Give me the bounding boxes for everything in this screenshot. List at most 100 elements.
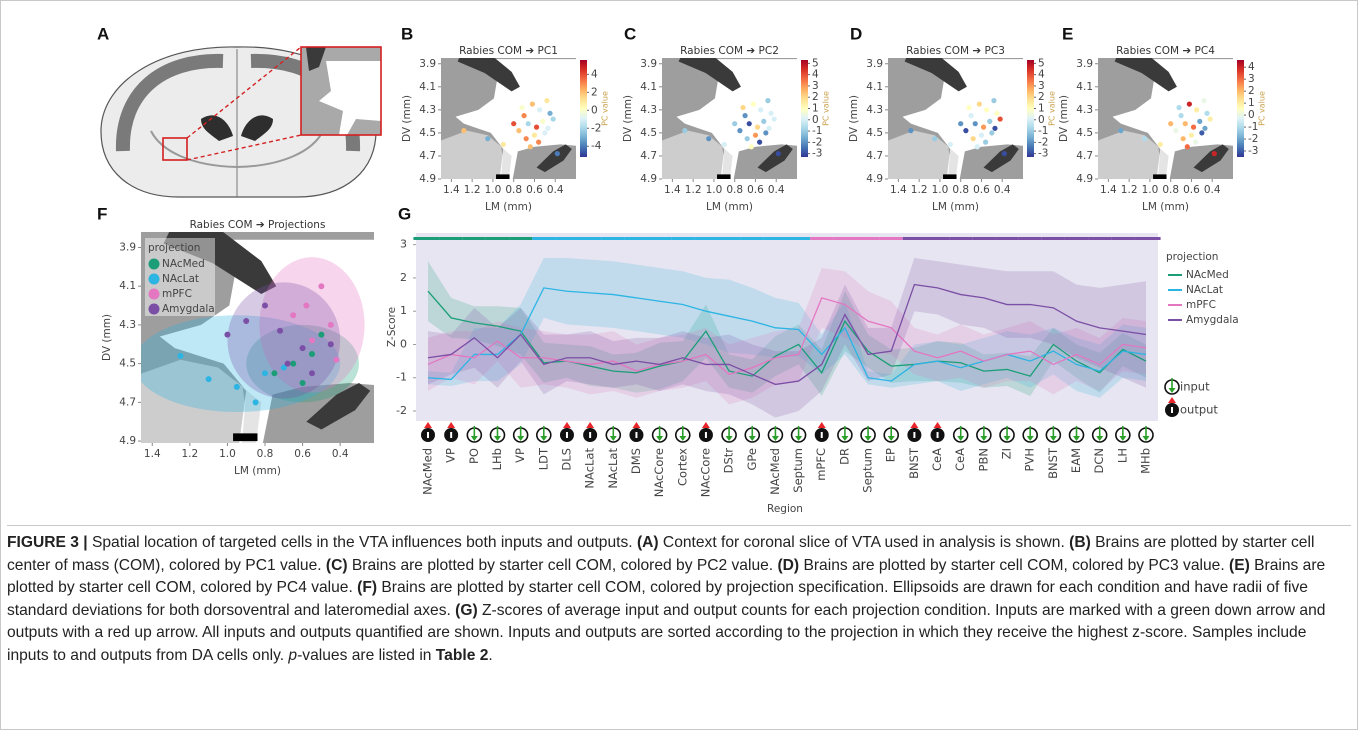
y-tick-label: 4.5	[1076, 127, 1093, 139]
input-marker	[517, 436, 525, 441]
point	[750, 101, 756, 107]
tissue-region	[888, 130, 953, 179]
point	[536, 139, 542, 145]
x-tick-label: VP	[444, 448, 458, 463]
point	[974, 144, 980, 150]
tissue-region	[233, 379, 262, 443]
point	[205, 376, 212, 383]
x-tick-label: LH	[1115, 448, 1129, 463]
point	[243, 318, 250, 325]
colorbar-tick-label: 3	[812, 80, 819, 92]
y-axis-label: DV (mm)	[622, 95, 634, 142]
caption-text: (E)	[1229, 556, 1250, 574]
caption-text: (F)	[357, 579, 378, 597]
x-tick-label: PBN	[976, 448, 990, 471]
panel-label: B	[401, 24, 413, 43]
figure: A B C D E F G Rabies COM ➔ PC1 LM (mm) DV …	[97, 24, 1267, 515]
panel-label: E	[1062, 24, 1073, 43]
point	[531, 132, 538, 138]
legend-swatch	[148, 303, 160, 315]
point	[976, 101, 982, 107]
tissue-region	[678, 58, 741, 92]
group-bar	[555, 237, 579, 240]
point	[262, 370, 269, 377]
y-tick-label: 4.1	[419, 81, 436, 93]
panel-label: A	[97, 24, 109, 43]
group-bar	[694, 237, 718, 240]
legend-swatch	[148, 288, 160, 300]
x-tick-label: CeA	[930, 448, 944, 471]
y-tick-label: 3.9	[640, 58, 657, 70]
group-bar	[879, 237, 903, 240]
point	[992, 125, 998, 131]
plot-area	[662, 58, 797, 179]
caption-text: Brains are plotted by starter cell cente…	[7, 534, 1315, 574]
output-marker	[910, 422, 919, 428]
point	[768, 110, 774, 116]
output-marker	[589, 432, 592, 438]
output-marker	[586, 422, 595, 428]
x-tick-label: 1.4	[664, 184, 681, 196]
x-tick-label: EP	[884, 448, 898, 462]
y-tick-label: 4.7	[419, 150, 436, 162]
point	[991, 98, 997, 104]
point	[327, 321, 334, 328]
caption-text: Z-scores of average input and output cou…	[7, 601, 1326, 664]
colorbar-tick-label: 1	[1038, 103, 1045, 115]
y-axis-label: DV (mm)	[101, 314, 113, 361]
colorbar	[580, 60, 587, 157]
tissue-region	[1114, 58, 1177, 92]
input-marker	[493, 436, 501, 441]
point	[545, 125, 551, 131]
point	[978, 132, 985, 138]
point	[763, 130, 769, 136]
legend-label: mPFC	[1186, 299, 1216, 311]
group-bar	[439, 237, 463, 240]
colorbar-tick-label: 2	[812, 91, 819, 103]
y-tick-label: 4.7	[866, 150, 883, 162]
colorbar-tick-label: -4	[591, 140, 602, 152]
y-tick-label: 3.9	[866, 58, 883, 70]
chart-title: Rabies COM ➔ PC2	[680, 45, 779, 57]
point	[1204, 110, 1210, 116]
point	[529, 101, 535, 107]
input-marker	[841, 436, 849, 441]
colorbar-tick-label: -2	[1038, 136, 1048, 148]
x-tick-label: LHb	[490, 448, 504, 470]
x-tick-label: 0.8	[1162, 184, 1179, 196]
point	[1199, 130, 1205, 136]
point	[761, 118, 767, 124]
point	[177, 352, 184, 359]
legend-label: NAcMed	[162, 258, 205, 270]
tissue-region	[1098, 130, 1163, 179]
group-bar	[787, 237, 811, 240]
y-tick-label: 4.9	[119, 435, 136, 447]
colorbar-tick-label: -1	[1038, 125, 1048, 137]
tissue-region	[902, 59, 1023, 179]
x-tick-label: 1.4	[1100, 184, 1117, 196]
x-axis-label: LM (mm)	[485, 201, 532, 213]
y-tick-label: 4.1	[119, 280, 136, 292]
point	[554, 151, 560, 157]
point	[308, 337, 315, 344]
x-tick-label: PVH	[1023, 448, 1037, 471]
point	[1207, 116, 1213, 122]
tissue-region	[943, 142, 959, 179]
output-marker	[704, 432, 707, 438]
x-tick-label: 0.6	[526, 184, 543, 196]
tissue-region	[676, 59, 797, 179]
y-tick-label: 4.5	[119, 358, 136, 370]
caption-text: (D)	[777, 556, 800, 574]
colorbar-tick-label: 0	[1038, 114, 1045, 126]
colorbar-tick-label: -3	[1038, 148, 1048, 160]
point	[771, 116, 777, 122]
point	[970, 136, 976, 142]
point	[994, 110, 1000, 116]
x-tick-label: MHb	[1139, 448, 1153, 474]
point	[1197, 118, 1203, 124]
x-tick-label: BNST	[1046, 447, 1060, 479]
colorbar-tick-label: -3	[812, 148, 822, 160]
panel-label: C	[624, 24, 636, 43]
point	[1180, 136, 1186, 142]
x-axis-label: LM (mm)	[706, 201, 753, 213]
